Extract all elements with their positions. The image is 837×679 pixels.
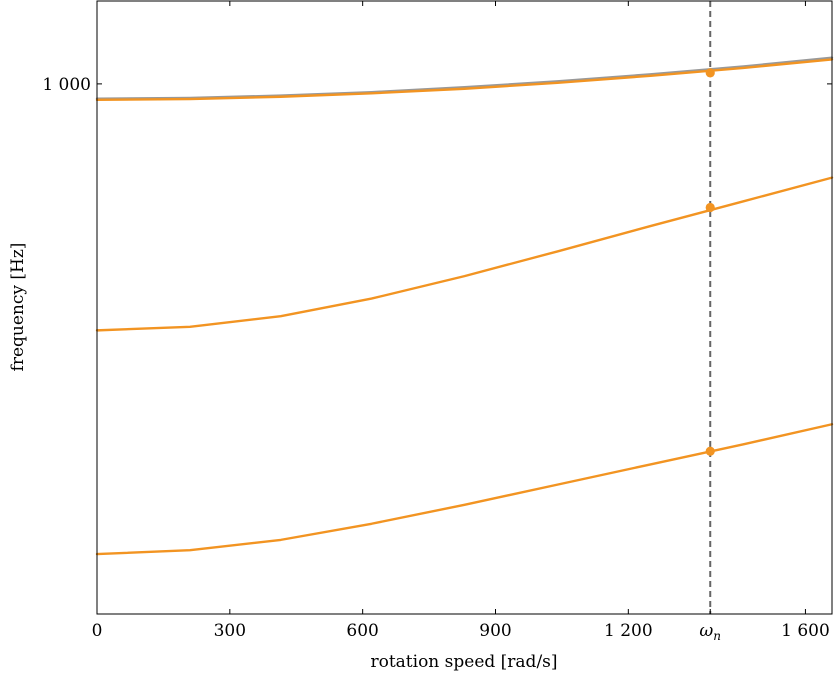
series-layer bbox=[95, 1, 834, 614]
x-tick-label-0: 0 bbox=[92, 621, 103, 641]
series-line-2 bbox=[95, 176, 834, 332]
series-line-1 bbox=[95, 423, 834, 556]
tick-layer: 0 300 600 900 1 200 1 600 ωn 1 000 bbox=[42, 1, 832, 643]
marker-layer bbox=[705, 68, 715, 456]
series-line-4 bbox=[95, 56, 834, 100]
x-tick-label-1: 300 bbox=[214, 621, 246, 641]
y-tick-label-0: 1 000 bbox=[42, 75, 91, 95]
x-axis-label: rotation speed [rad/s] bbox=[370, 652, 557, 672]
x-tick-label-5: 1 600 bbox=[781, 621, 830, 641]
omega-n-tick-label: ωn bbox=[699, 621, 721, 643]
series-line-3 bbox=[95, 58, 834, 102]
plot-frame bbox=[96, 0, 833, 615]
x-tick-label-4: 1 200 bbox=[604, 621, 653, 641]
marker-point-3 bbox=[705, 68, 715, 78]
y-axis-label: frequency [Hz] bbox=[8, 243, 28, 372]
marker-point-1 bbox=[705, 446, 715, 456]
x-tick-label-2: 600 bbox=[346, 621, 378, 641]
x-tick-label-3: 900 bbox=[479, 621, 511, 641]
marker-point-2 bbox=[705, 202, 715, 213]
